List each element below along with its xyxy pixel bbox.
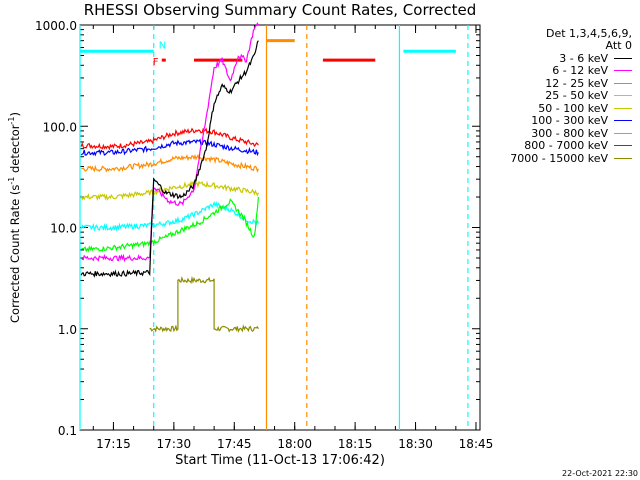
series-line <box>80 138 259 157</box>
legend-entry: 50 - 100 keV <box>472 102 632 115</box>
legend-entry-label: 12 - 25 keV <box>545 76 608 90</box>
flag-bar-label: F <box>153 57 159 68</box>
series-line <box>80 127 259 151</box>
x-tick-label: 17:30 <box>157 437 192 451</box>
legend-swatch <box>614 132 632 134</box>
y-tick-label: 1000.0 <box>35 19 77 33</box>
legend-entry-label: 3 - 6 keV <box>559 51 608 65</box>
legend-entry: 800 - 7000 keV <box>472 139 632 153</box>
legend-entry-label: 800 - 7000 keV <box>524 139 608 153</box>
legend-swatch <box>614 82 632 84</box>
legend-entry-label: 50 - 100 keV <box>538 101 608 115</box>
y-tick-label: 1.0 <box>58 323 77 337</box>
legend: Det 1,3,4,5,6,9, Att 0 3 - 6 keV 6 - 12 k… <box>472 28 632 165</box>
x-tick-label: 18:45 <box>459 437 494 451</box>
legend-entry: 300 - 800 keV <box>472 127 632 140</box>
series-line <box>80 40 259 278</box>
x-tick-label: 17:15 <box>96 437 131 451</box>
series-line <box>81 153 259 173</box>
legend-swatch <box>614 120 632 122</box>
x-tick-label: 17:45 <box>217 437 252 451</box>
x-tick-label: 18:15 <box>338 437 373 451</box>
legend-entry-label: 6 - 12 keV <box>552 64 608 78</box>
chart-title: RHESSI Observing Summary Count Rates, Co… <box>83 1 477 19</box>
y-axis-label: Corrected Count Rate (s-1 detector-1) <box>7 111 22 323</box>
legend-entry-label: 300 - 800 keV <box>531 126 608 140</box>
legend-swatch <box>614 57 632 59</box>
x-tick-label: 18:00 <box>277 437 312 451</box>
y-tick-label: 100.0 <box>43 120 77 134</box>
legend-header-detectors: Det 1,3,4,5,6,9, <box>545 27 632 40</box>
legend-swatch <box>614 157 632 159</box>
x-tick-label: 18:30 <box>398 437 433 451</box>
flag-bar-label: N <box>159 40 166 51</box>
legend-entry: 3 - 6 keV <box>472 52 632 65</box>
legend-entry: 6 - 12 keV <box>472 64 632 78</box>
legend-header-attenuator: Att 0 <box>605 39 632 52</box>
legend-entry-label: 25 - 50 keV <box>545 89 608 103</box>
x-axis-label: Start Time (11-Oct-13 17:06:42) <box>175 453 385 468</box>
timestamp: 22-Oct-2021 22:30 <box>562 469 638 478</box>
legend-entry-label: 100 - 300 keV <box>531 114 608 128</box>
series-line <box>149 275 259 333</box>
y-tick-label: 10.0 <box>50 222 77 236</box>
series-line <box>80 180 259 202</box>
legend-swatch <box>614 107 632 109</box>
legend-swatch <box>614 70 632 72</box>
legend-entry: 7000 - 15000 keV <box>472 152 632 165</box>
series-line <box>80 22 259 263</box>
series-line <box>80 200 259 232</box>
legend-entry-label: 7000 - 15000 keV <box>510 151 608 165</box>
y-tick-label: 0.1 <box>58 424 77 438</box>
legend-entry: 100 - 300 keV <box>472 114 632 128</box>
legend-entry: 25 - 50 keV <box>472 89 632 103</box>
legend-swatch <box>614 145 632 147</box>
legend-swatch <box>614 95 632 97</box>
legend-entry: 12 - 25 keV <box>472 77 632 90</box>
series-line <box>80 196 259 253</box>
